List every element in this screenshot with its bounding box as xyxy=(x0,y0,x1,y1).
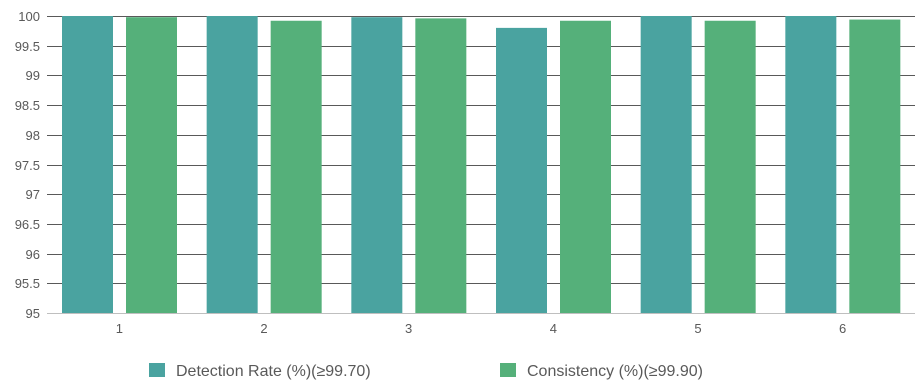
x-tick-label: 1 xyxy=(116,321,123,336)
y-tick-label: 98 xyxy=(26,128,40,143)
x-tick-label: 2 xyxy=(260,321,267,336)
y-tick-label: 96 xyxy=(26,247,40,262)
bars xyxy=(62,16,901,314)
axes: 95 95.5 96 96.5 97 97.5 98 98.5 99 99.5 100 1 2 3 4 5 6 xyxy=(15,9,915,336)
bar-detection-rate xyxy=(351,17,403,314)
bar-detection-rate xyxy=(206,16,258,313)
legend: Detection Rate (%)(≥99.70) Consistency (%… xyxy=(149,363,703,380)
legend-item-detection-rate: Detection Rate (%)(≥99.70) xyxy=(149,363,371,380)
x-tick-label: 4 xyxy=(550,321,557,336)
legend-swatch xyxy=(500,363,516,377)
x-tick-label: 5 xyxy=(694,321,701,336)
legend-swatch xyxy=(149,363,165,377)
legend-label: Detection Rate (%)(≥99.70) xyxy=(176,363,371,380)
y-tick-label: 95 xyxy=(26,306,40,321)
bar-detection-rate xyxy=(62,16,113,313)
y-tick-label: 95.5 xyxy=(15,276,40,291)
y-tick-label: 97 xyxy=(26,187,40,202)
bar-consistency xyxy=(560,20,611,313)
bar-consistency xyxy=(415,18,467,313)
gridlines xyxy=(47,16,915,284)
y-tick-label: 98.5 xyxy=(15,98,40,113)
y-tick-label: 96.5 xyxy=(15,217,40,232)
bar-consistency xyxy=(270,20,322,313)
x-tick-label: 3 xyxy=(405,321,412,336)
y-tick-label: 99 xyxy=(26,68,40,83)
bar-detection-rate xyxy=(640,16,692,313)
legend-item-consistency: Consistency (%)(≥99.90) xyxy=(500,363,703,380)
bar-consistency xyxy=(849,19,901,314)
bar-detection-rate xyxy=(496,27,547,313)
y-tick-label: 97.5 xyxy=(15,158,40,173)
x-tick-label: 6 xyxy=(839,321,846,336)
legend-label: Consistency (%)(≥99.90) xyxy=(527,363,703,380)
bar-consistency xyxy=(704,20,756,313)
bar-consistency xyxy=(126,17,177,314)
bar-detection-rate xyxy=(785,16,837,313)
y-tick-label: 100 xyxy=(18,9,40,24)
y-tick-label: 99.5 xyxy=(15,39,40,54)
